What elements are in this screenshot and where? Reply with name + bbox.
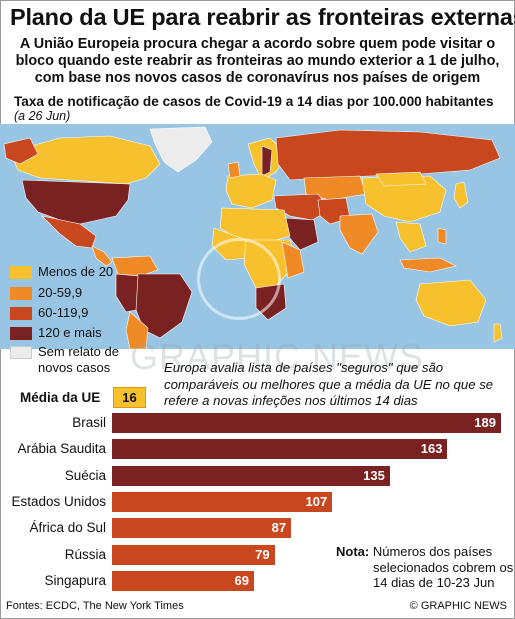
legend-label: 60-119,9 (38, 305, 89, 320)
bar-value-label: 87 (271, 520, 287, 536)
bar-row: Brasil 189 (0, 412, 515, 434)
subtitle: A União Europeia procura chegar a acordo… (0, 36, 515, 87)
watermark-logo (197, 238, 281, 320)
subtitle-line: com base nos novos casos de coronavírus … (34, 70, 481, 86)
note-bottom-line: selecionados cobrem os (373, 559, 514, 575)
bar-category-label: Rússia (64, 546, 106, 562)
bar-value-label: 163 (420, 441, 443, 457)
legend-label: Menos de 20 (38, 264, 114, 279)
china (361, 175, 447, 223)
legend-swatch (10, 266, 32, 279)
bar-value-label: 135 (363, 467, 385, 483)
bar: 163 (112, 439, 448, 460)
legend-item: 60-119,9 (10, 305, 88, 321)
legend-item: Sem relato de novos casos (10, 344, 140, 376)
mongolia (375, 171, 427, 187)
bar-value-label: 189 (474, 415, 496, 430)
bar: 107 (112, 491, 333, 512)
note-bottom: Nota: Números dos países selecionados co… (336, 544, 513, 591)
note-bottom-head: Nota: (336, 544, 370, 559)
greenland (149, 126, 213, 173)
east-africa (281, 241, 305, 279)
bar-row: Rússia 79 (0, 544, 515, 566)
bar: 189 (112, 413, 501, 433)
note-bottom-line: Números dos países (372, 544, 493, 559)
central-america (91, 245, 113, 267)
eu-average-label: Média da UE (20, 390, 101, 405)
map-title: Taxa de notificação de casos de Covid-19… (14, 94, 494, 109)
subtitle-line: bloco quando este reabrir as fronteiras … (15, 53, 500, 69)
bar-value-label: 69 (234, 572, 250, 588)
philippines (437, 227, 447, 245)
bar-value-label: 79 (255, 546, 270, 562)
map-date: (a 26 Jun) (14, 109, 71, 123)
uk (227, 161, 241, 179)
bar-row: Arábia Saudita 163 (0, 438, 515, 460)
legend-item: Menos de 20 (10, 264, 113, 280)
bar-category-label: Estados Unidos (11, 493, 106, 509)
sweden (261, 145, 273, 177)
bar-row: Estados Unidos 107 (0, 491, 515, 513)
legend-label: 20-59,9 (38, 285, 83, 300)
legend-item: 20-59,9 (10, 285, 82, 301)
venezuela (111, 255, 159, 277)
bar-category-label: Brasil (72, 415, 106, 430)
legend-swatch (10, 307, 32, 320)
note-bottom-line: 14 dias de 10-23 Jun (373, 575, 495, 590)
legend-label: Sem relato de novos casos (38, 344, 119, 375)
new-zealand (493, 323, 503, 343)
legend-swatch (10, 346, 32, 359)
india (339, 213, 379, 255)
bar-category-label: Suécia (64, 467, 106, 483)
alaska (3, 137, 39, 165)
western-europe (225, 173, 277, 209)
bar-row: Singapura 69 (0, 570, 515, 592)
credit: © GRAPHIC NEWS (409, 600, 507, 612)
eu-average-value: 16 (113, 387, 146, 408)
usa (21, 179, 131, 225)
subtitle-line: A União Europeia procura chegar a acordo… (19, 36, 496, 52)
kazakhstan (303, 175, 367, 201)
southeast-asia (395, 221, 427, 253)
bar-value-label: 107 (305, 493, 328, 509)
sources: Fontes: ECDC, The New York Times (6, 600, 184, 612)
mexico (41, 215, 97, 249)
bar: 87 (112, 518, 292, 539)
watermark-text: GRAPHIC NEWS (130, 336, 425, 377)
page-title: Plano da UE para reabrir as fronteiras e… (10, 4, 515, 30)
russia (275, 129, 501, 181)
legend-swatch (10, 287, 32, 300)
legend-swatch (10, 327, 32, 340)
japan (453, 181, 469, 209)
bar-category-label: Singapura (44, 572, 106, 588)
indonesia (399, 257, 457, 273)
bar-category-label: Arábia Saudita (17, 441, 106, 457)
peru (115, 273, 139, 313)
legend-label: 120 e mais (38, 325, 102, 340)
australia (415, 279, 487, 327)
bar-row: África do Sul 87 (0, 517, 515, 539)
bar-category-label: África do Sul (29, 520, 106, 536)
argentina (125, 311, 149, 349)
bar: 79 (112, 544, 275, 565)
legend-item: 120 e mais (10, 325, 102, 341)
bar-row: Suécia 135 (0, 465, 515, 487)
canada (9, 135, 161, 185)
note-safe-countries: Europa avalia lista de países "seguros" … (164, 360, 494, 408)
bar: 69 (112, 570, 255, 591)
bar: 135 (112, 465, 390, 486)
